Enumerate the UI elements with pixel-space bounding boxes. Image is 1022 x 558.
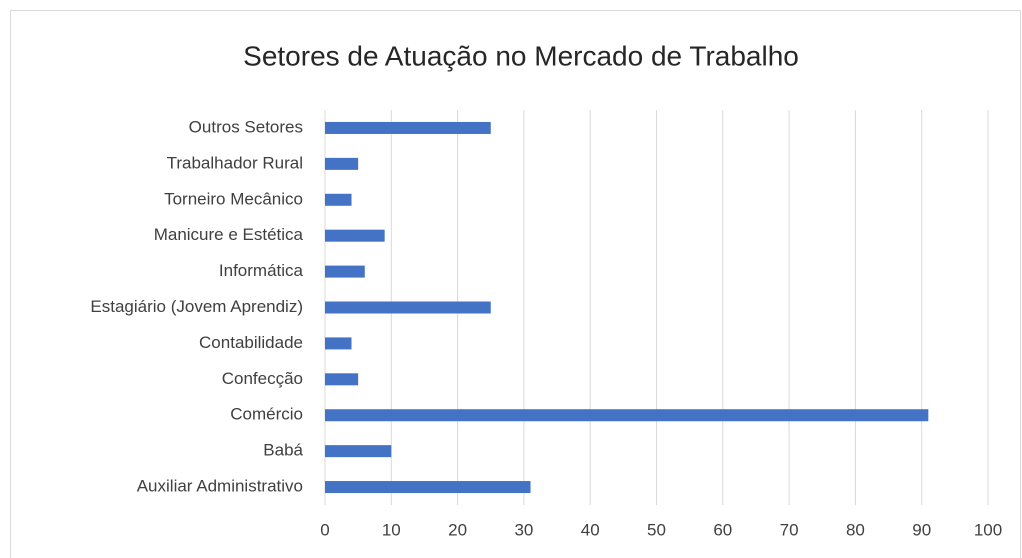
bar (325, 229, 385, 242)
x-tick-label: 10 (382, 520, 401, 539)
y-tick-label: Informática (219, 261, 304, 280)
bar (325, 409, 929, 422)
bar (325, 265, 365, 278)
y-tick-label: Auxiliar Administrativo (137, 477, 303, 496)
x-tick-label: 90 (912, 520, 931, 539)
x-tick-label: 50 (647, 520, 666, 539)
x-tick-label: 40 (581, 520, 600, 539)
y-tick-label: Confecção (222, 369, 303, 388)
y-tick-label: Trabalhador Rural (167, 153, 303, 172)
x-tick-label: 30 (514, 520, 533, 539)
bar (325, 193, 352, 206)
x-tick-label: 70 (780, 520, 799, 539)
bar (325, 445, 392, 458)
bar (325, 301, 491, 314)
y-tick-label: Manicure e Estética (154, 225, 304, 244)
y-tick-label: Outros Setores (189, 117, 303, 136)
y-tick-label: Contabilidade (199, 333, 303, 352)
bar (325, 157, 359, 170)
x-tick-label: 20 (448, 520, 467, 539)
y-tick-label: Torneiro Mecânico (164, 189, 303, 208)
y-tick-label: Comércio (230, 405, 303, 424)
bar (325, 337, 352, 350)
x-tick-label: 60 (713, 520, 732, 539)
bar (325, 481, 531, 494)
bar (325, 373, 359, 386)
x-tick-label: 100 (974, 520, 1002, 539)
y-tick-label: Estagiário (Jovem Aprendiz) (90, 297, 303, 316)
bar (325, 121, 491, 134)
chart-frame (10, 10, 1021, 558)
chart-title: Setores de Atuação no Mercado de Trabalh… (243, 40, 799, 71)
x-tick-label: 80 (846, 520, 865, 539)
y-tick-label: Babá (263, 441, 303, 460)
x-tick-label: 0 (320, 520, 329, 539)
